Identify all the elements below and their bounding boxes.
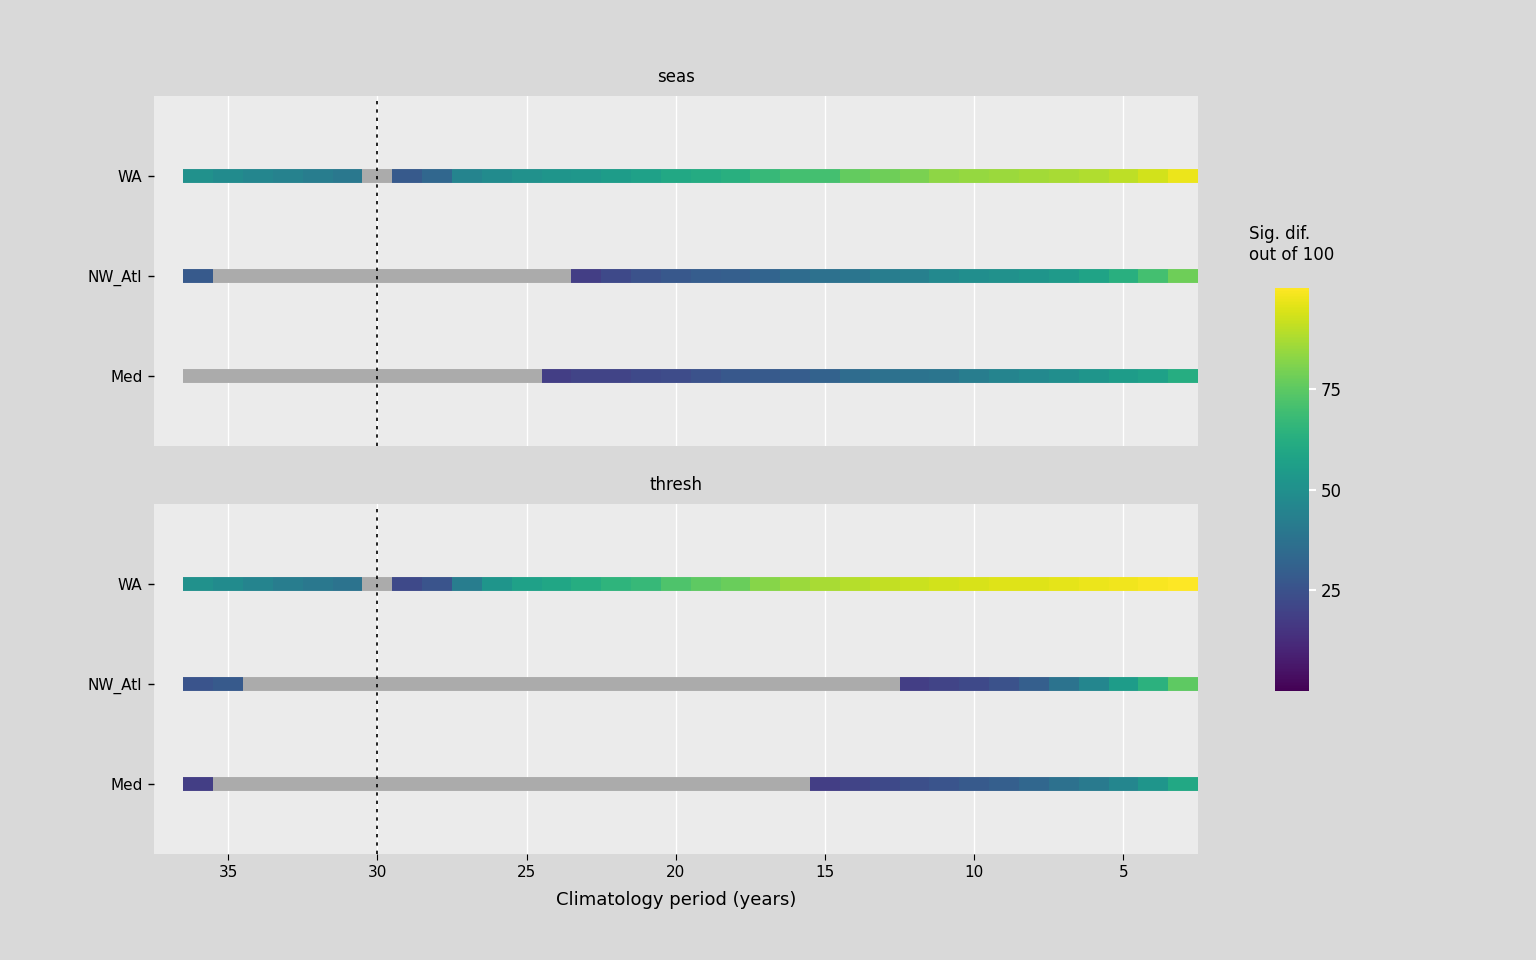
X-axis label: Climatology period (years): Climatology period (years) [556,891,796,909]
Text: seas: seas [657,68,694,85]
Text: thresh: thresh [650,476,702,493]
Text: Sig. dif.
out of 100: Sig. dif. out of 100 [1249,225,1335,264]
